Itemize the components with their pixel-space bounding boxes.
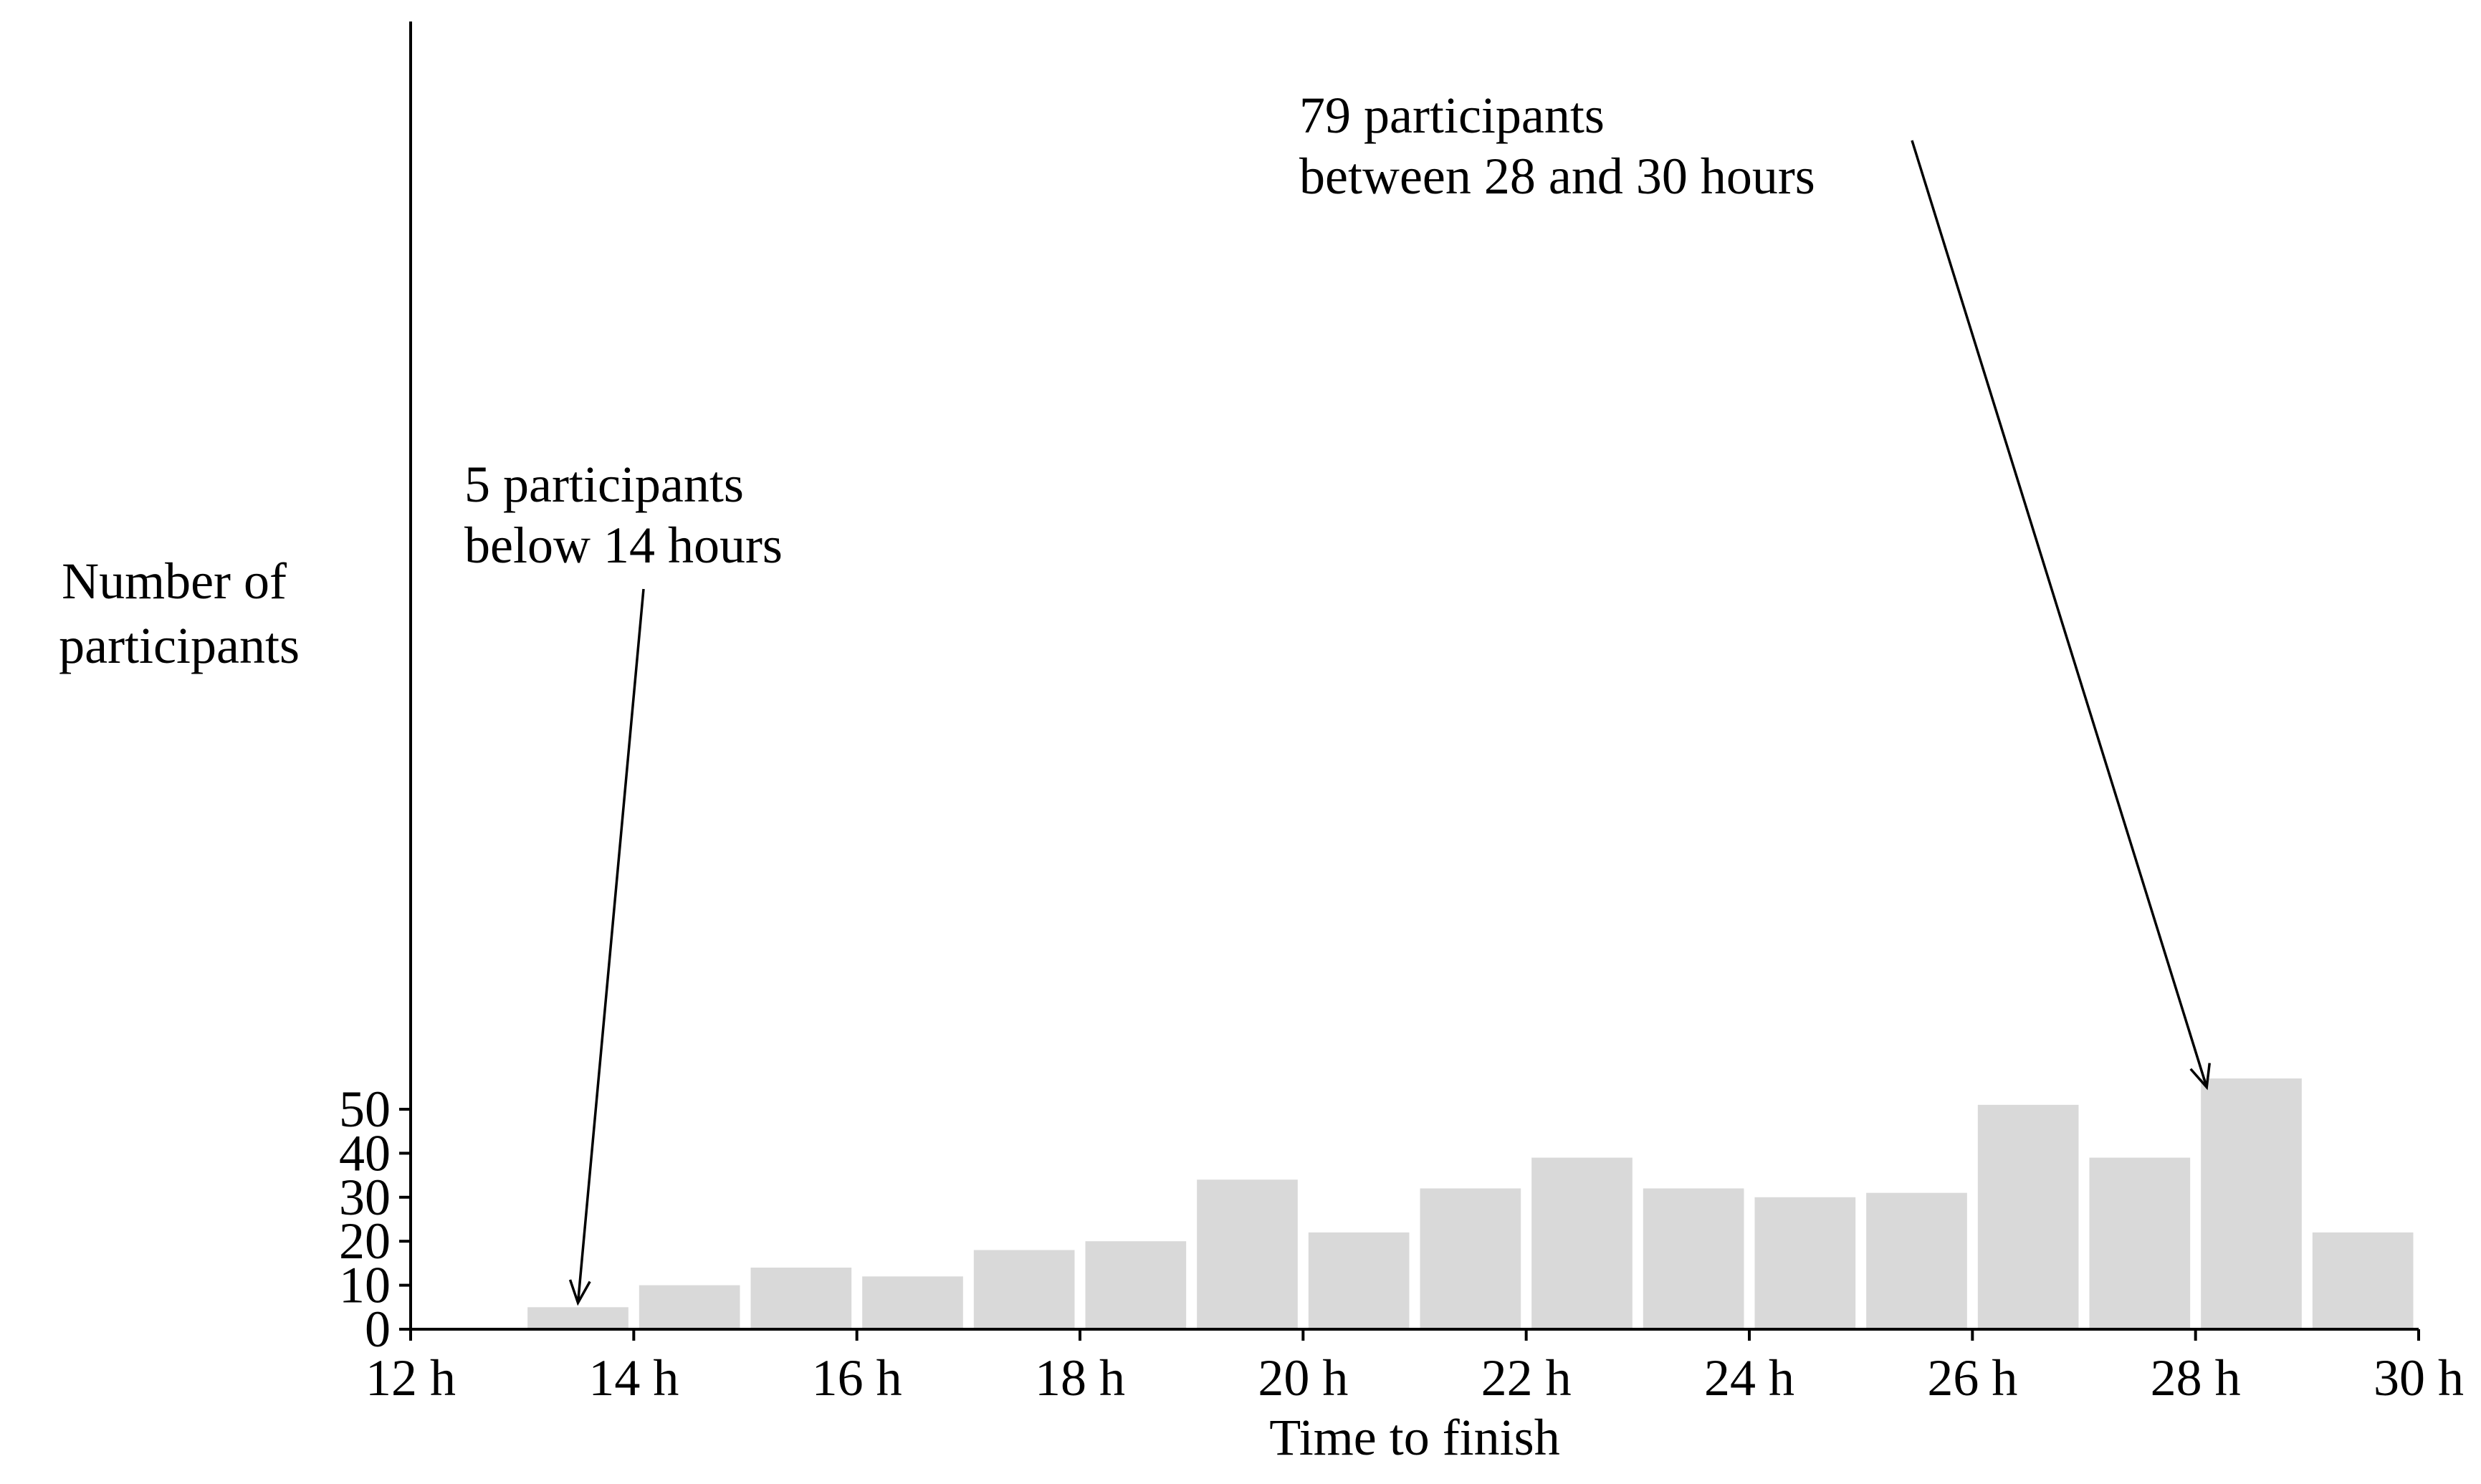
- bar: [1308, 1232, 1410, 1329]
- y-tick-label: 10: [339, 1257, 391, 1314]
- y-axis-title: Number of participants: [59, 552, 300, 674]
- bar: [1420, 1188, 1521, 1329]
- bar: [973, 1250, 1075, 1329]
- bar: [1085, 1241, 1187, 1329]
- x-tick-label: 18 h: [1035, 1349, 1125, 1407]
- x-tick-label: 22 h: [1481, 1349, 1572, 1407]
- annotation-line: below 14 hours: [464, 517, 783, 574]
- bars-group: [527, 1078, 2414, 1329]
- x-tick-label: 24 h: [1704, 1349, 1794, 1407]
- y-tick-label: 30: [339, 1169, 391, 1226]
- y-tick-label: 40: [339, 1124, 391, 1182]
- x-axis-title: Time to finish: [1269, 1409, 1559, 1466]
- annotation-line: 79 participants: [1299, 87, 1605, 144]
- y-axis-title-line-1: Number of: [62, 552, 287, 610]
- annotation-arrow: [576, 588, 645, 1303]
- y-axis-title-line-2: participants: [59, 617, 300, 674]
- bar: [2089, 1157, 2191, 1329]
- x-tick-label: 20 h: [1258, 1349, 1348, 1407]
- x-tick-label: 12 h: [365, 1349, 456, 1407]
- y-tick-label: 0: [365, 1301, 391, 1358]
- bar: [1977, 1104, 2079, 1329]
- annotation-text: 5 participants below 14 hours: [464, 456, 783, 574]
- annotation-text: 79 participants between 28 and 30 hours: [1299, 87, 1815, 205]
- x-tick-label: 26 h: [1927, 1349, 2017, 1407]
- bar: [1643, 1188, 1744, 1329]
- bar: [1754, 1197, 1856, 1329]
- bar: [1866, 1192, 1967, 1329]
- y-tick-label: 20: [339, 1212, 391, 1270]
- annotations-group: 5 participants below 14 hours 79 participa…: [464, 87, 2211, 1306]
- bar: [750, 1268, 852, 1329]
- annotation-line: between 28 and 30 hours: [1299, 148, 1815, 205]
- annotation-arrowhead: [2189, 1063, 2211, 1091]
- bar: [862, 1276, 963, 1329]
- bar: [2201, 1078, 2302, 1329]
- x-tick-label: 14 h: [588, 1349, 679, 1407]
- bar: [1197, 1179, 1298, 1329]
- bar: [2312, 1232, 2414, 1329]
- x-axis-ticks: 12 h 14 h 16 h 18 h 20 h 22 h 24 h 26 h 28 h 30 h: [365, 1329, 2464, 1407]
- annotation-line: 5 participants: [464, 456, 744, 513]
- x-tick-label: 16 h: [812, 1349, 902, 1407]
- bar: [527, 1307, 628, 1329]
- annotation-arrow: [1911, 140, 2208, 1088]
- x-tick-label: 30 h: [2374, 1349, 2464, 1407]
- x-tick-label: 28 h: [2151, 1349, 2241, 1407]
- annotation-arrowhead: [568, 1279, 591, 1306]
- y-tick-label: 50: [339, 1081, 391, 1138]
- bar: [639, 1285, 740, 1329]
- bar: [1531, 1157, 1633, 1329]
